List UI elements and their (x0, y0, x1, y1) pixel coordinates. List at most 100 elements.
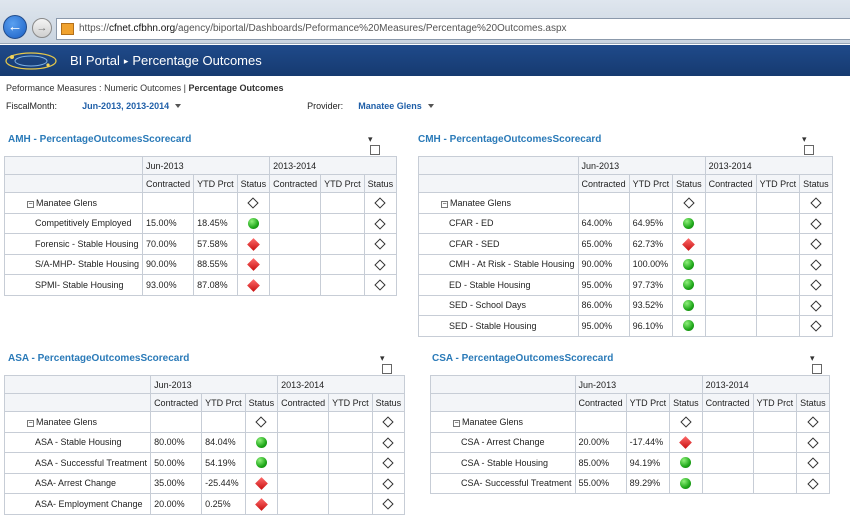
kpi-label[interactable]: ASA - Successful Treatment (3, 452, 152, 474)
address-url[interactable]: https://cfnet.cfbhn.org/agency/biportal/… (79, 23, 567, 34)
table-row: ASA - Successful Treatment 50.00% 54.19% (3, 452, 406, 474)
table-row: ASA- Employment Change 20.00% 0.25% (3, 493, 406, 515)
chevron-down-icon[interactable] (427, 104, 434, 108)
table-row-group: − Manatee Glens (3, 411, 406, 433)
column-header-ytd: YTD Prct (628, 174, 674, 193)
table-row: CFAR - ED 64.00% 64.95% (418, 212, 833, 234)
ytd-value: -25.44% (201, 472, 246, 494)
breadcrumb-parent[interactable]: Peformance Measures (6, 83, 97, 93)
kpi-label[interactable]: ED - Stable Housing (418, 274, 579, 296)
portal-name[interactable]: BI Portal (70, 53, 120, 68)
status-empty-icon (374, 259, 387, 271)
collapse-toggle-icon[interactable]: − (453, 419, 460, 427)
kpi-label[interactable]: ASA - Stable Housing (3, 431, 152, 453)
status-red-indicator-icon (246, 258, 260, 272)
kpi-label[interactable]: Forensic - Stable Housing (3, 233, 144, 255)
table-row: CFAR - SED 65.00% 62.73% (418, 233, 833, 255)
status-red-indicator-icon (246, 278, 260, 292)
ytd-value: 64.95% (628, 212, 674, 234)
period-header: 2013-2014 (701, 375, 830, 394)
scorecard-table: Jun-2013 2013-2014 Contracted YTD Prct S… (418, 156, 833, 337)
chevron-down-icon[interactable]: ▾ (368, 134, 373, 144)
breadcrumb-child[interactable]: Numeric Outcomes (104, 83, 182, 93)
collapse-toggle-icon[interactable]: − (27, 419, 34, 427)
kpi-label[interactable]: CSA - Stable Housing (430, 452, 576, 474)
kpi-label[interactable]: CSA- Successful Treatment (430, 472, 576, 494)
group-label[interactable]: Manatee Glens (450, 197, 512, 208)
status-empty-icon (382, 457, 395, 470)
column-header-status: Status (796, 393, 830, 412)
period-header: 2013-2014 (704, 156, 833, 175)
status-red-indicator-icon (679, 436, 693, 450)
chevron-down-icon[interactable] (175, 104, 182, 108)
column-header-status: Status (371, 393, 406, 412)
status-green-indicator-icon (255, 457, 267, 469)
table-row: CSA - Stable Housing 85.00% 94.19% (430, 452, 830, 474)
column-header-contracted: Contracted (701, 393, 754, 412)
table-row: Forensic - Stable Housing 70.00% 57.58% (3, 233, 398, 255)
status-empty-icon (810, 279, 822, 292)
ytd-value: 57.58% (193, 233, 238, 255)
provider-filter[interactable]: Manatee Glens (358, 101, 422, 111)
group-label[interactable]: Manatee Glens (462, 416, 524, 427)
kpi-label[interactable]: SPMI- Stable Housing (3, 274, 144, 296)
status-red-indicator-icon (254, 497, 268, 511)
collapse-toggle-icon[interactable]: − (441, 200, 448, 208)
column-header-ytd: YTD Prct (625, 393, 671, 412)
kpi-label[interactable]: CSA - Arrest Change (430, 431, 576, 453)
address-bar[interactable]: https://cfnet.cfbhn.org/agency/biportal/… (56, 18, 850, 40)
collapse-toggle-icon[interactable]: − (27, 200, 34, 208)
status-empty-icon (374, 218, 387, 230)
kpi-label[interactable]: ASA- Employment Change (3, 493, 152, 515)
group-label[interactable]: Manatee Glens (36, 416, 98, 427)
scorecard-select-checkbox[interactable] (804, 145, 814, 155)
table-row: Competitively Employed 15.00% 18.45% (3, 212, 398, 234)
chevron-down-icon[interactable]: ▾ (810, 353, 815, 363)
ytd-value: 0.25% (201, 493, 246, 515)
kpi-label[interactable]: SED - School Days (418, 294, 579, 316)
fiscal-month-filter[interactable]: Jun-2013, 2013-2014 (82, 101, 170, 111)
table-row: CMH - At Risk - Stable Housing 90.00% 10… (418, 253, 833, 275)
group-label[interactable]: Manatee Glens (36, 197, 98, 208)
scorecard-tools: ▾ (380, 353, 392, 374)
status-empty-icon (810, 300, 822, 312)
chevron-down-icon[interactable]: ▾ (380, 353, 385, 363)
status-empty-icon (810, 259, 822, 271)
contracted-value: 20.00% (574, 431, 627, 453)
kpi-label[interactable]: CFAR - SED (418, 233, 579, 255)
scorecard-select-checkbox[interactable] (812, 364, 822, 374)
contracted-value: 93.00% (142, 274, 195, 296)
scorecard-select-checkbox[interactable] (370, 145, 380, 155)
table-header-row: Jun-2013 2013-2014 (418, 156, 833, 175)
column-header-contracted: Contracted (704, 174, 757, 193)
ytd-value: 54.19% (201, 452, 246, 474)
status-empty-icon (807, 457, 819, 470)
page-favicon-icon (61, 23, 74, 35)
back-arrow-icon[interactable]: ← (3, 15, 27, 39)
table-header-row: Jun-2013 2013-2014 (3, 156, 398, 175)
ytd-value: 88.55% (193, 253, 238, 275)
status-green-indicator-icon (683, 299, 695, 311)
status-green-indicator-icon (683, 320, 695, 332)
status-empty-icon (382, 498, 395, 511)
kpi-label[interactable]: SED - Stable Housing (418, 315, 579, 337)
status-empty-icon (255, 416, 268, 429)
chevron-down-icon[interactable]: ▾ (802, 134, 807, 144)
table-row: SPMI- Stable Housing 93.00% 87.08% (3, 274, 398, 296)
kpi-label[interactable]: CMH - At Risk - Stable Housing (418, 253, 579, 275)
scorecard-tools: ▾ (802, 134, 814, 155)
kpi-label[interactable]: CFAR - ED (418, 212, 579, 234)
table-row-group: − Manatee Glens (430, 411, 830, 433)
forward-arrow-icon[interactable]: → (32, 18, 52, 38)
kpi-label[interactable]: S/A-MHP- Stable Housing (3, 253, 144, 275)
contracted-value: 55.00% (574, 472, 627, 494)
scorecard-title: CSA - PercentageOutcomesScorecard (432, 353, 614, 364)
status-empty-icon (810, 197, 822, 210)
ytd-value: 87.08% (193, 274, 238, 296)
scorecard-select-checkbox[interactable] (382, 364, 392, 374)
contracted-value: 15.00% (142, 212, 195, 234)
kpi-label[interactable]: Competitively Employed (3, 212, 144, 234)
kpi-label[interactable]: ASA- Arrest Change (3, 472, 152, 494)
column-header-status: Status (669, 393, 703, 412)
filter-bar: FiscalMonth: Jun-2013, 2013-2014 Provide… (6, 101, 434, 111)
